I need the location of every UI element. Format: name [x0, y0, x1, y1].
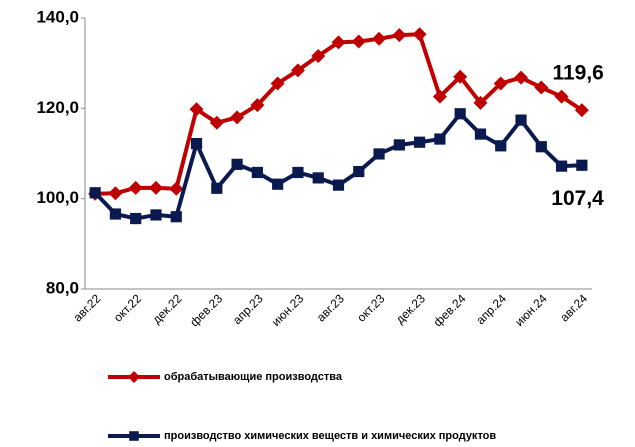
x-tick-label: авг.23 [314, 291, 347, 324]
value-label: 119,6 [552, 62, 603, 85]
marker [108, 186, 123, 201]
marker [170, 211, 182, 223]
marker [514, 70, 529, 85]
marker [250, 98, 265, 113]
y-tick-label: 120,0 [36, 98, 79, 117]
marker [231, 158, 243, 170]
marker [89, 187, 101, 199]
marker [128, 180, 143, 195]
marker [554, 89, 569, 104]
marker [148, 180, 163, 195]
marker [312, 172, 324, 184]
marker [128, 371, 140, 383]
x-tick-label: дек.23 [393, 291, 428, 326]
marker [230, 110, 245, 125]
marker [129, 431, 139, 441]
marker [189, 102, 204, 117]
marker [332, 179, 345, 191]
x-tick-label: окт.23 [354, 291, 387, 324]
marker [493, 76, 508, 91]
marker [412, 27, 427, 42]
y-tick-label: 80,0 [46, 278, 79, 297]
marker [474, 128, 487, 140]
marker [555, 160, 568, 172]
marker [311, 48, 326, 63]
marker [392, 28, 407, 43]
marker [535, 141, 547, 153]
marker [169, 181, 184, 196]
series-line [95, 32, 583, 196]
marker [373, 148, 385, 160]
marker [270, 76, 285, 91]
x-tick-label: июн.24 [512, 291, 550, 329]
legend-label: производство химических веществ и химиче… [164, 430, 496, 442]
x-tick-label: окт.22 [111, 291, 144, 324]
x-tick-label: фев.24 [431, 291, 469, 329]
value-label: 107,4 [551, 187, 604, 210]
y-tick-label: 100,0 [36, 188, 79, 207]
x-tick-label: фев.23 [187, 291, 225, 329]
marker [251, 166, 263, 179]
marker [434, 133, 446, 145]
legend-label: обрабатывающие производства [164, 371, 343, 383]
x-tick-label: дек.22 [150, 291, 185, 326]
marker [109, 208, 122, 220]
x-tick-label: апр.23 [230, 291, 266, 327]
marker [534, 80, 549, 95]
series-line [93, 111, 582, 221]
marker [331, 35, 346, 50]
x-tick-label: июн.23 [269, 291, 307, 329]
marker [150, 209, 162, 221]
marker [209, 115, 224, 130]
marker [414, 136, 426, 148]
x-tick-label: авг.24 [557, 291, 590, 324]
marker [576, 159, 588, 171]
marker [211, 182, 223, 194]
marker [495, 140, 507, 152]
marker [454, 108, 466, 120]
marker [290, 63, 305, 78]
marker [432, 89, 447, 104]
x-tick-label: апр.24 [473, 291, 509, 327]
marker [190, 137, 203, 150]
marker [353, 165, 365, 178]
marker [393, 139, 405, 151]
marker [453, 69, 468, 84]
marker [515, 114, 527, 126]
marker [292, 166, 304, 179]
marker [574, 103, 589, 118]
marker [351, 34, 366, 49]
marker [473, 95, 488, 110]
y-tick-label: 140,0 [36, 7, 79, 26]
marker [372, 31, 387, 46]
marker [130, 212, 142, 225]
marker [272, 178, 284, 190]
